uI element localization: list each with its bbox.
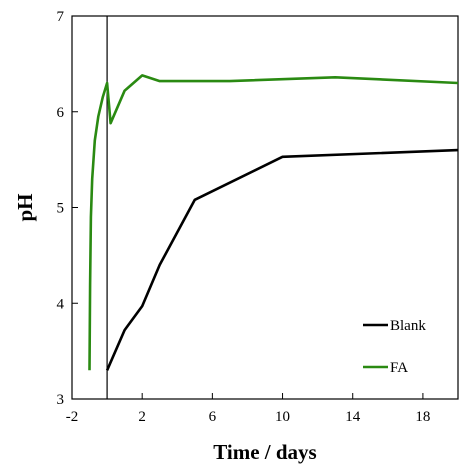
y-axis-title: pH: [13, 193, 37, 221]
series-line-fa: [88, 74, 459, 371]
legend-label-blank: Blank: [390, 318, 426, 334]
plot-frame: [71, 15, 459, 400]
series-line-blank: [105, 148, 459, 371]
x-axis-title: Time / days: [213, 440, 316, 464]
x-tick-label: 14: [345, 409, 361, 425]
y-tick-label: 4: [57, 296, 65, 312]
legend-label-fa: FA: [390, 360, 408, 376]
plot-area-border: [71, 15, 459, 400]
y-axis-ticks: 3 4 5 6 7: [57, 9, 78, 408]
y-tick-label: 5: [57, 201, 65, 217]
x-tick-label: 10: [275, 409, 290, 425]
y-tick-label: 6: [57, 105, 65, 121]
x-axis-ticks: -2 2 6 10 14 18: [66, 393, 430, 425]
x-tick-label: 18: [415, 409, 430, 425]
y-tick-label: 7: [57, 9, 65, 25]
x-tick-label: 2: [138, 409, 146, 425]
x-tick-label: 6: [209, 409, 217, 425]
legend: Blank FA: [363, 318, 426, 376]
y-tick-label: 3: [57, 392, 65, 408]
x-tick-label: -2: [66, 409, 79, 425]
series-lines: [88, 74, 459, 371]
